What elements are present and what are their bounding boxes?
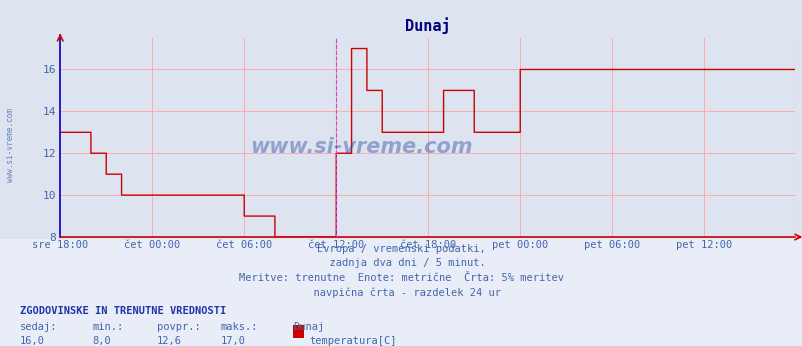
Text: maks.:: maks.: [221, 322, 258, 333]
Text: povpr.:: povpr.: [156, 322, 200, 333]
Text: temperatura[C]: temperatura[C] [309, 336, 396, 346]
Text: 16,0: 16,0 [20, 336, 45, 346]
Text: www.si-vreme.com: www.si-vreme.com [6, 108, 15, 182]
Text: min.:: min.: [92, 322, 124, 333]
Title: Dunaj: Dunaj [404, 17, 450, 34]
Text: sedaj:: sedaj: [20, 322, 58, 333]
Text: Dunaj: Dunaj [293, 322, 324, 333]
Text: 17,0: 17,0 [221, 336, 245, 346]
Text: 8,0: 8,0 [92, 336, 111, 346]
Text: ZGODOVINSKE IN TRENUTNE VREDNOSTI: ZGODOVINSKE IN TRENUTNE VREDNOSTI [20, 306, 226, 316]
Text: Evropa / vremenski podatki,
  zadnja dva dni / 5 minut.
Meritve: trenutne  Enote: Evropa / vremenski podatki, zadnja dva d… [239, 244, 563, 298]
Text: www.si-vreme.com: www.si-vreme.com [250, 137, 472, 157]
Text: 12,6: 12,6 [156, 336, 181, 346]
